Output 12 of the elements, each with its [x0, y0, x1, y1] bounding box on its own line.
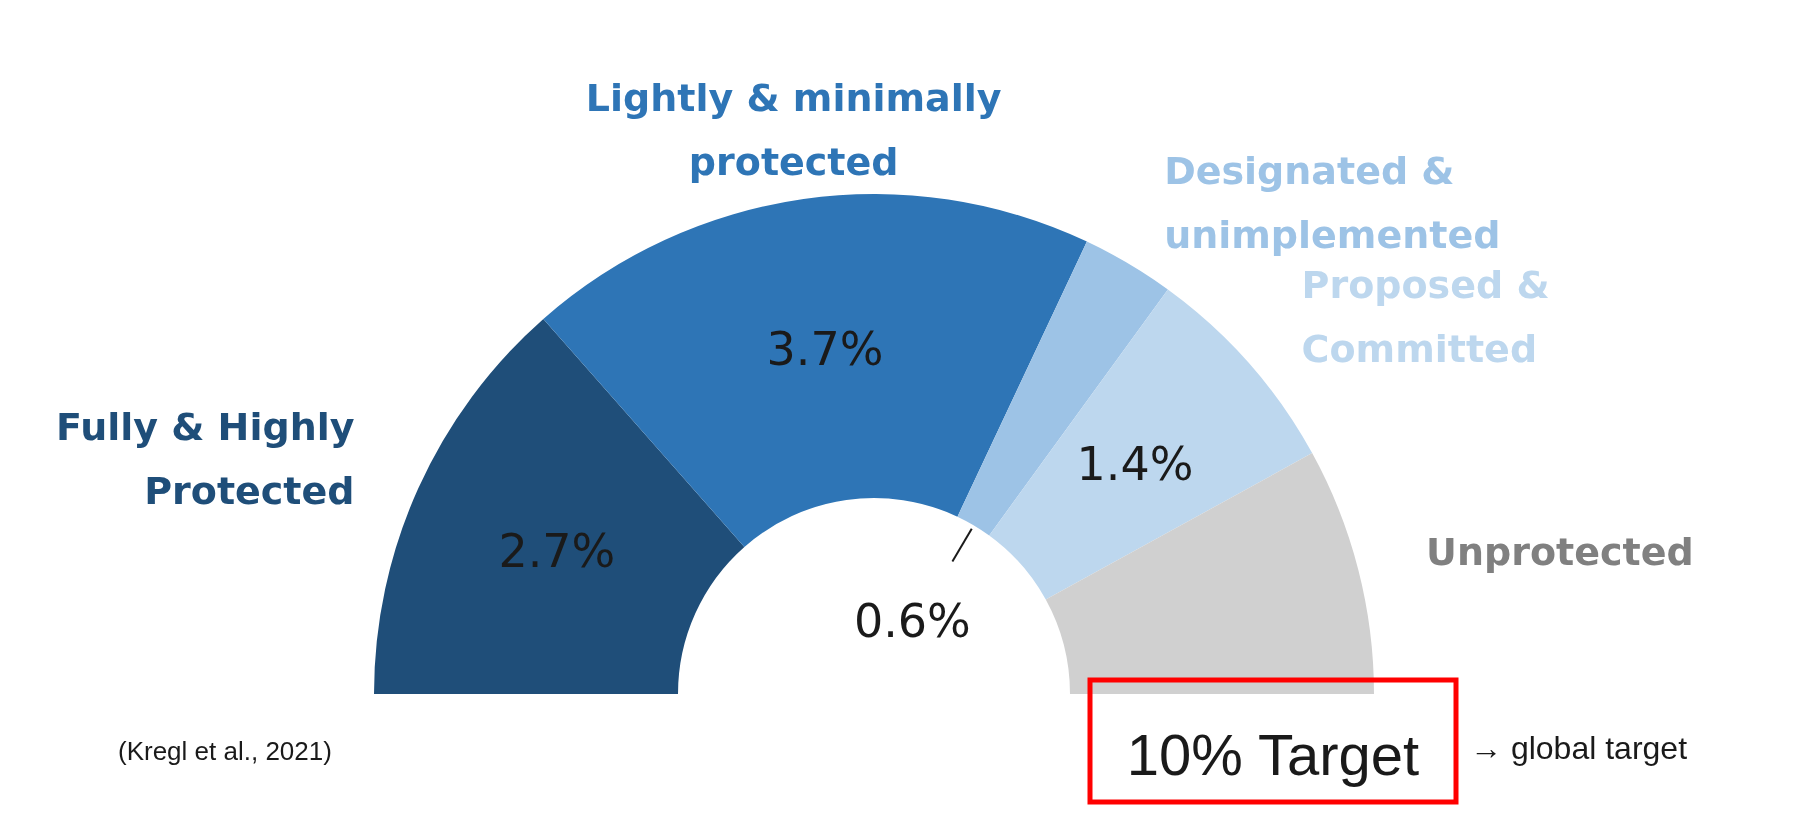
slice-label: Lightly & minimally protected	[585, 75, 1002, 184]
slice-label: Proposed & Committed	[1301, 263, 1550, 372]
data-label: 2.7%	[498, 523, 616, 578]
text: 10% Target	[1126, 721, 1420, 787]
data-label: 0.6%	[853, 594, 971, 649]
text: (Kregl et al., 2021)	[118, 736, 332, 766]
slice-label: Designated & unimplemented	[1164, 149, 1501, 258]
data-label: 3.7%	[766, 322, 884, 377]
data-label: 1.4%	[1076, 436, 1194, 491]
text: → global target	[1470, 730, 1688, 766]
slice-label: Fully & Highly Protected	[56, 405, 355, 514]
slice-label: Unprotected	[1426, 530, 1694, 575]
